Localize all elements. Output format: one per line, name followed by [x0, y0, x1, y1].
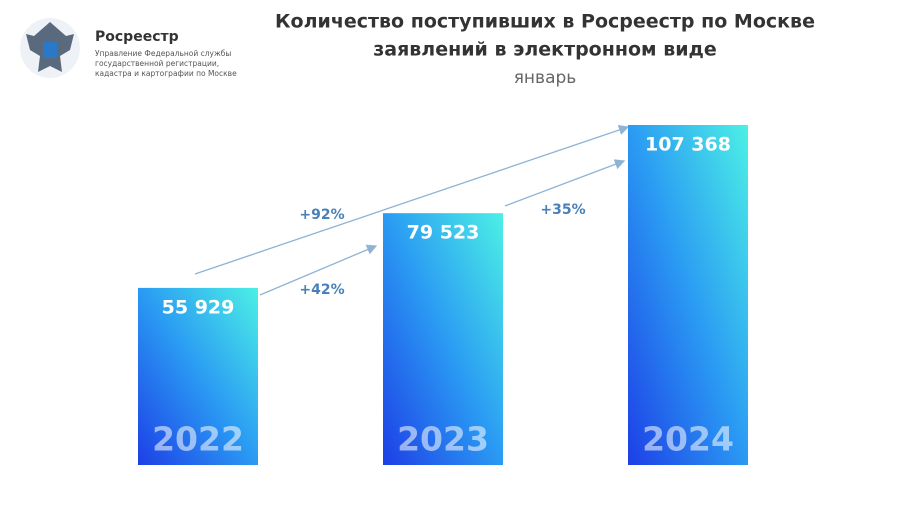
logo-name: Росреестр [95, 29, 179, 45]
category-label: 2022 [152, 420, 244, 459]
emblem-shield [43, 42, 57, 58]
chart-subtitle: январь [514, 68, 577, 88]
chart-title: заявлений в электронном виде [373, 39, 717, 61]
arrow [259, 244, 378, 296]
category-label: 2023 [397, 420, 489, 459]
chart-title: Количество поступивших в Росреестр по Мо… [275, 11, 815, 33]
category-label: 2024 [642, 420, 734, 459]
annotation: +42% [299, 282, 344, 298]
bar [383, 213, 503, 465]
value-label: 107 368 [645, 134, 731, 156]
logo-line: Управление Федеральной службы [95, 49, 231, 58]
annotation: +35% [540, 202, 585, 218]
value-label: 55 929 [162, 296, 235, 318]
logo-line: государственной регистрации, [95, 59, 219, 68]
arrow [194, 125, 630, 275]
value-label: 79 523 [407, 222, 480, 244]
annotation: +92% [299, 207, 344, 223]
bar [628, 125, 748, 465]
logo-line: кадастра и картографии по Москве [95, 69, 237, 78]
arrow [504, 159, 626, 207]
bar [138, 287, 258, 465]
logo: Росреестр Управление Федеральной службы … [20, 18, 237, 78]
